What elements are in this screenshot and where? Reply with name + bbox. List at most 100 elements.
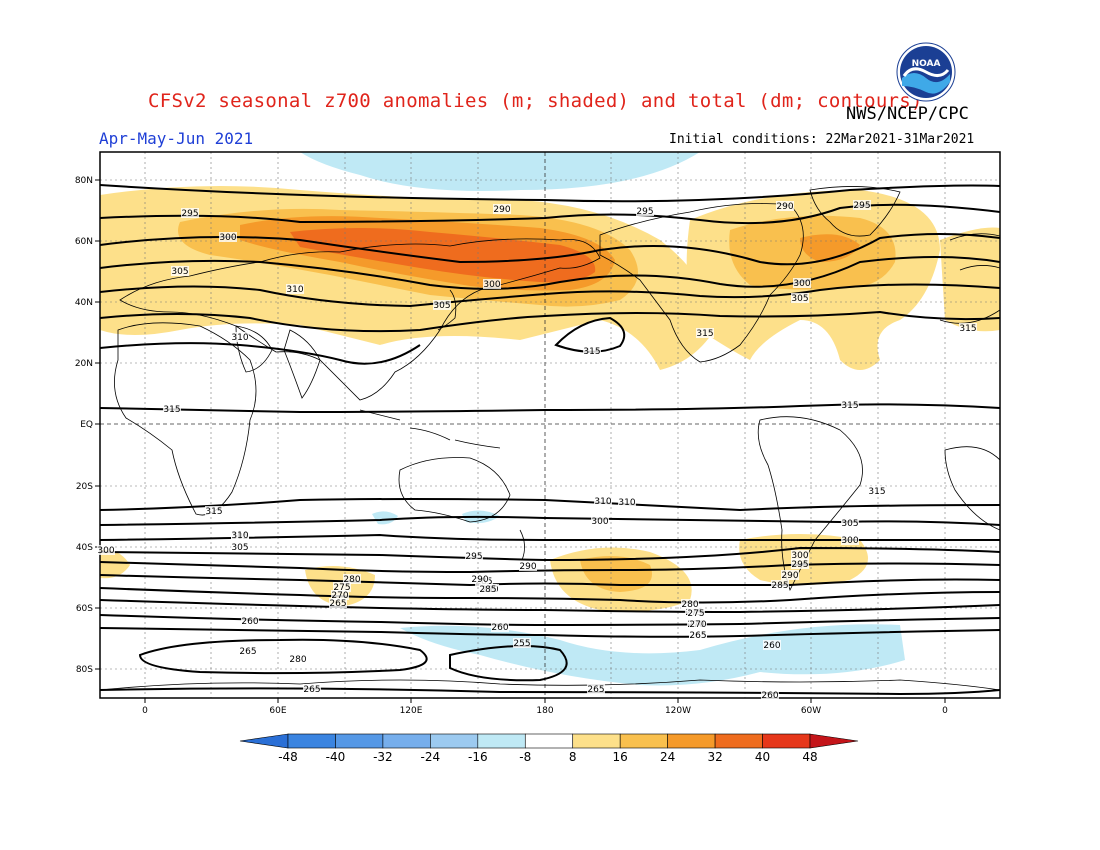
pos-anomaly-satl2-8 — [100, 549, 130, 579]
contour-label: 270 — [689, 620, 706, 630]
initial-conditions: Initial conditions: 22Mar2021-31Mar2021 — [669, 132, 975, 147]
colorbar-segment — [287, 733, 336, 749]
contour-label: 275 — [333, 583, 350, 593]
contour-label: 275 — [687, 609, 704, 619]
colorbar-segment — [335, 733, 384, 749]
contour-label: 295 — [636, 207, 653, 217]
contour-label: 290 — [493, 205, 510, 215]
contour-label: 270 — [331, 591, 348, 601]
contour-label: 310 — [286, 285, 303, 295]
agency-label: NWS/NCEP/CPC — [846, 104, 969, 124]
contour-label: 300 — [793, 279, 810, 289]
lat-tick-label: 80N — [75, 176, 93, 186]
colorbar-segment — [524, 733, 574, 749]
lon-tick-label: 120E — [400, 706, 423, 716]
contour-label: 295 — [465, 552, 482, 562]
colorbar-max-arrow — [809, 733, 859, 749]
contour-label: 310 — [231, 531, 248, 541]
contour-label: 300 — [591, 517, 608, 527]
contour-label: 280 — [681, 600, 698, 610]
contour-label: 305 — [231, 543, 248, 553]
lat-tick-label: EQ — [80, 420, 93, 430]
contour-label: 305 — [433, 301, 450, 311]
colorbar-tick-label: 40 — [755, 750, 770, 764]
contour-label: 265 — [329, 599, 346, 609]
contour-label: 280 — [289, 655, 306, 665]
contour-label: 295 — [181, 209, 198, 219]
contour-label: 265 — [587, 685, 604, 695]
contour-label: 310 — [231, 333, 248, 343]
chart-title: CFSv2 seasonal z700 anomalies (m; shaded… — [148, 90, 923, 112]
contour-label: 260 — [763, 641, 780, 651]
contour-label: 265 — [689, 631, 706, 641]
latitude-axis: 80N 60N 40N 20N EQ 20S 40S 60S 80S — [75, 176, 100, 675]
colorbar-segment — [619, 733, 668, 749]
contour-label: 260 — [241, 617, 258, 627]
colorbar-segment — [382, 733, 431, 749]
neg-anomaly-small1 — [372, 511, 398, 525]
contour-label: 295 — [791, 560, 808, 570]
contour-label: 305 — [171, 267, 188, 277]
noaa-logo-icon: NOAA — [896, 42, 956, 102]
forecast-period: Apr-May-Jun 2021 — [99, 129, 254, 148]
contour-label: 315 — [583, 347, 600, 357]
colorbar-segment — [762, 733, 811, 749]
lat-tick-label: 20S — [76, 482, 93, 492]
colorbar-segment — [430, 733, 479, 749]
contour-label: 290 — [519, 562, 536, 572]
map-frame — [99, 151, 1001, 699]
colorbar-segment — [572, 733, 621, 749]
contour-labels: 295 290 295 290 2953003003053103053003053103… — [97, 200, 977, 701]
contour-label: 315 — [841, 401, 858, 411]
contour-label: 300 — [791, 551, 808, 561]
contour-label: 255 — [513, 639, 530, 649]
lat-tick-label: 40N — [75, 298, 93, 308]
contour-label: 315 — [205, 507, 222, 517]
longitude-axis: 0 60E 120E 180 120W 60W 0 — [142, 698, 948, 716]
lon-tick-label: 0 — [942, 706, 948, 716]
contour-label: 295 — [853, 201, 870, 211]
pos-anomaly-spac-16 — [580, 556, 652, 592]
lon-tick-label: 0 — [142, 706, 148, 716]
neg-anomaly-arctic — [300, 152, 700, 191]
colorbar-tick-label: 16 — [613, 750, 628, 764]
colorbar: -48 -40 -32 -24 -16 -8 8 16 24 32 40 48 — [239, 733, 859, 764]
contour-label: 290 — [781, 571, 798, 581]
contour-label: 265 — [239, 647, 256, 657]
colorbar-segment — [714, 733, 763, 749]
contour-label: 300 — [97, 546, 114, 556]
contour-label: 315 — [959, 324, 976, 334]
lon-tick-label: 60W — [801, 706, 821, 716]
pos-anomaly-east-8 — [940, 227, 1000, 332]
lat-tick-label: 60N — [75, 237, 93, 247]
contour-label: 280 — [343, 575, 360, 585]
noaa-logo-text: NOAA — [912, 59, 941, 69]
lon-tick-label: 60E — [269, 706, 286, 716]
contour-label: 310 — [618, 498, 635, 508]
lat-tick-label: 60S — [76, 604, 93, 614]
contour-label: 300 — [841, 536, 858, 546]
contour-label: 260 — [761, 691, 778, 701]
colorbar-min-arrow — [239, 733, 289, 749]
colorbar-tick-label: 48 — [802, 750, 817, 764]
colorbar-tick-label: -8 — [519, 750, 531, 764]
colorbar-tick-label: -16 — [468, 750, 488, 764]
contour-label: 305 — [791, 294, 808, 304]
contour-label: 290 — [471, 575, 488, 585]
contour-label: 285 — [479, 585, 496, 595]
colorbar-tick-label: -48 — [278, 750, 298, 764]
contour-label: 285 — [771, 581, 788, 591]
pos-anomaly-north-32 — [290, 228, 596, 283]
lat-tick-label: 80S — [76, 665, 93, 675]
contour-label: 315 — [868, 487, 885, 497]
lon-tick-label: 120W — [665, 706, 691, 716]
colorbar-tick-label: -32 — [373, 750, 393, 764]
contour-label: 305 — [841, 519, 858, 529]
height-contours — [100, 184, 1000, 696]
lat-tick-label: 20N — [75, 359, 93, 369]
contour-label: 300 — [219, 233, 236, 243]
colorbar-tick-label: 24 — [660, 750, 675, 764]
contour-label: 260 — [491, 623, 508, 633]
contour-label: 315 — [163, 405, 180, 415]
